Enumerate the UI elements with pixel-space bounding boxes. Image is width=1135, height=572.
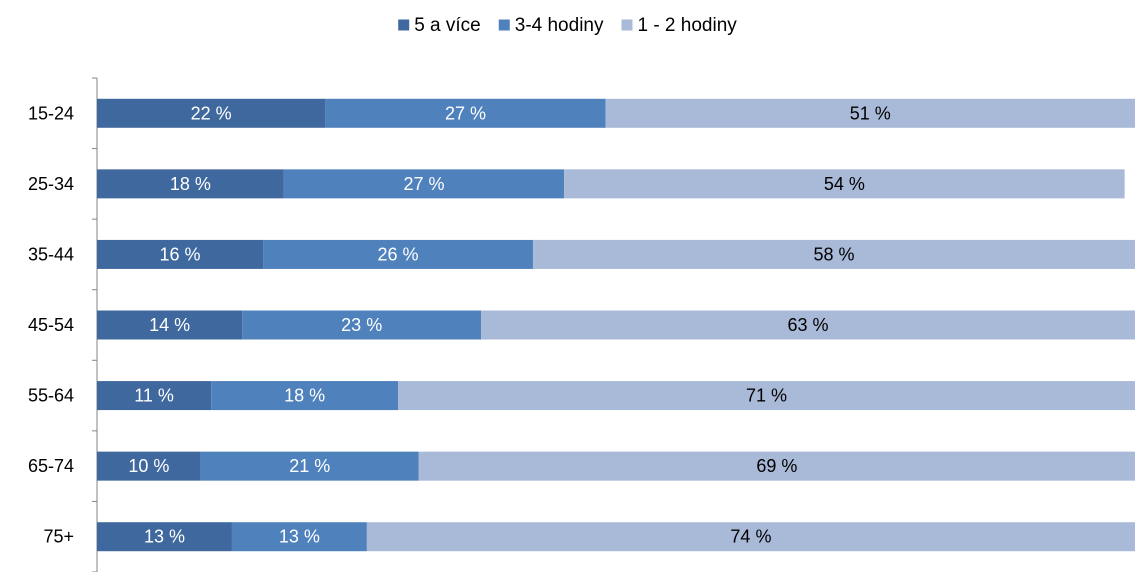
data-label-3-4-hodiny-75: 13 % [279, 527, 320, 547]
bar-1-2-hodiny-25-34 [564, 169, 1125, 199]
data-label-1-2-hodiny-25-34: 54 % [824, 174, 865, 194]
bar-1-2-hodiny-45-54 [481, 310, 1135, 340]
bar-3-4-hodiny-45-54 [242, 310, 482, 340]
bar-5-a-v-ce-55-64 [97, 381, 212, 411]
bar-3-4-hodiny-65-74 [200, 451, 419, 481]
bar-5-a-v-ce-15-24 [97, 98, 326, 128]
bar-3-4-hodiny-15-24 [325, 98, 606, 128]
data-label-5-a-v-ce-45-54: 14 % [149, 315, 190, 335]
bar-5-a-v-ce-75 [97, 522, 232, 552]
bar-1-2-hodiny-55-64 [398, 381, 1135, 411]
bar-5-a-v-ce-25-34 [97, 169, 284, 199]
data-label-3-4-hodiny-15-24: 27 % [445, 103, 486, 123]
data-label-1-2-hodiny-65-74: 69 % [756, 456, 797, 476]
bar-1-2-hodiny-75 [366, 522, 1135, 552]
category-label-25-34: 25-34 [28, 174, 74, 194]
legend-swatch [398, 19, 410, 31]
bar-1-2-hodiny-15-24 [605, 98, 1135, 128]
data-label-3-4-hodiny-25-34: 27 % [403, 174, 444, 194]
data-label-5-a-v-ce-65-74: 10 % [128, 456, 169, 476]
bar-1-2-hodiny-35-44 [532, 239, 1135, 269]
data-label-1-2-hodiny-35-44: 58 % [813, 244, 854, 264]
legend-label: 1 - 2 hodiny [637, 15, 737, 36]
bar-3-4-hodiny-55-64 [211, 381, 399, 411]
category-label-75: 75+ [43, 527, 74, 547]
bar-3-4-hodiny-75 [231, 522, 367, 552]
category-label-55-64: 55-64 [28, 386, 74, 406]
data-label-1-2-hodiny-75: 74 % [730, 527, 771, 547]
data-label-1-2-hodiny-15-24: 51 % [850, 103, 891, 123]
bars: 22 % 27 % 51 % 18 % 27 % 54 % 16 % 26 % 58 % 14 %… [97, 98, 1135, 552]
data-label-3-4-hodiny-65-74: 21 % [289, 456, 330, 476]
legend-swatch [498, 19, 510, 31]
data-label-5-a-v-ce-25-34: 18 % [170, 174, 211, 194]
bar-5-a-v-ce-65-74 [97, 451, 201, 481]
legend-item-5-a-v-ce: 5 a více [398, 15, 481, 36]
data-label-5-a-v-ce-15-24: 22 % [191, 103, 232, 123]
data-label-1-2-hodiny-55-64: 71 % [746, 386, 787, 406]
bar-5-a-v-ce-35-44 [97, 239, 264, 269]
data-label-3-4-hodiny-45-54: 23 % [341, 315, 382, 335]
data-label-5-a-v-ce-55-64: 11 % [134, 386, 174, 406]
bar-1-2-hodiny-65-74 [418, 451, 1135, 481]
category-label-65-74: 65-74 [28, 456, 74, 476]
legend-item-1-2-hodiny: 1 - 2 hodiny [621, 15, 737, 36]
category-labels: 15-24 25-34 35-44 45-54 55-64 65-74 75+ [28, 103, 74, 546]
bar-5-a-v-ce-45-54 [97, 310, 243, 340]
data-label-3-4-hodiny-55-64: 18 % [284, 386, 325, 406]
bar-3-4-hodiny-25-34 [283, 169, 565, 199]
data-label-3-4-hodiny-35-44: 26 % [378, 244, 419, 264]
data-label-5-a-v-ce-75: 13 % [144, 527, 185, 547]
legend-label: 3-4 hodiny [515, 15, 604, 36]
legend-swatch [621, 19, 633, 31]
data-label-5-a-v-ce-35-44: 16 % [160, 244, 201, 264]
legend-item-3-4-hodiny: 3-4 hodiny [498, 15, 604, 36]
category-label-45-54: 45-54 [28, 315, 74, 335]
category-label-15-24: 15-24 [28, 103, 74, 123]
category-label-35-44: 35-44 [28, 244, 74, 264]
legend-label: 5 a více [414, 15, 481, 36]
y-axis [92, 77, 98, 572]
legend: 5 a více 3-4 hodiny 1 - 2 hodiny [398, 15, 737, 36]
data-label-1-2-hodiny-45-54: 63 % [788, 315, 829, 335]
bar-3-4-hodiny-35-44 [263, 239, 533, 269]
